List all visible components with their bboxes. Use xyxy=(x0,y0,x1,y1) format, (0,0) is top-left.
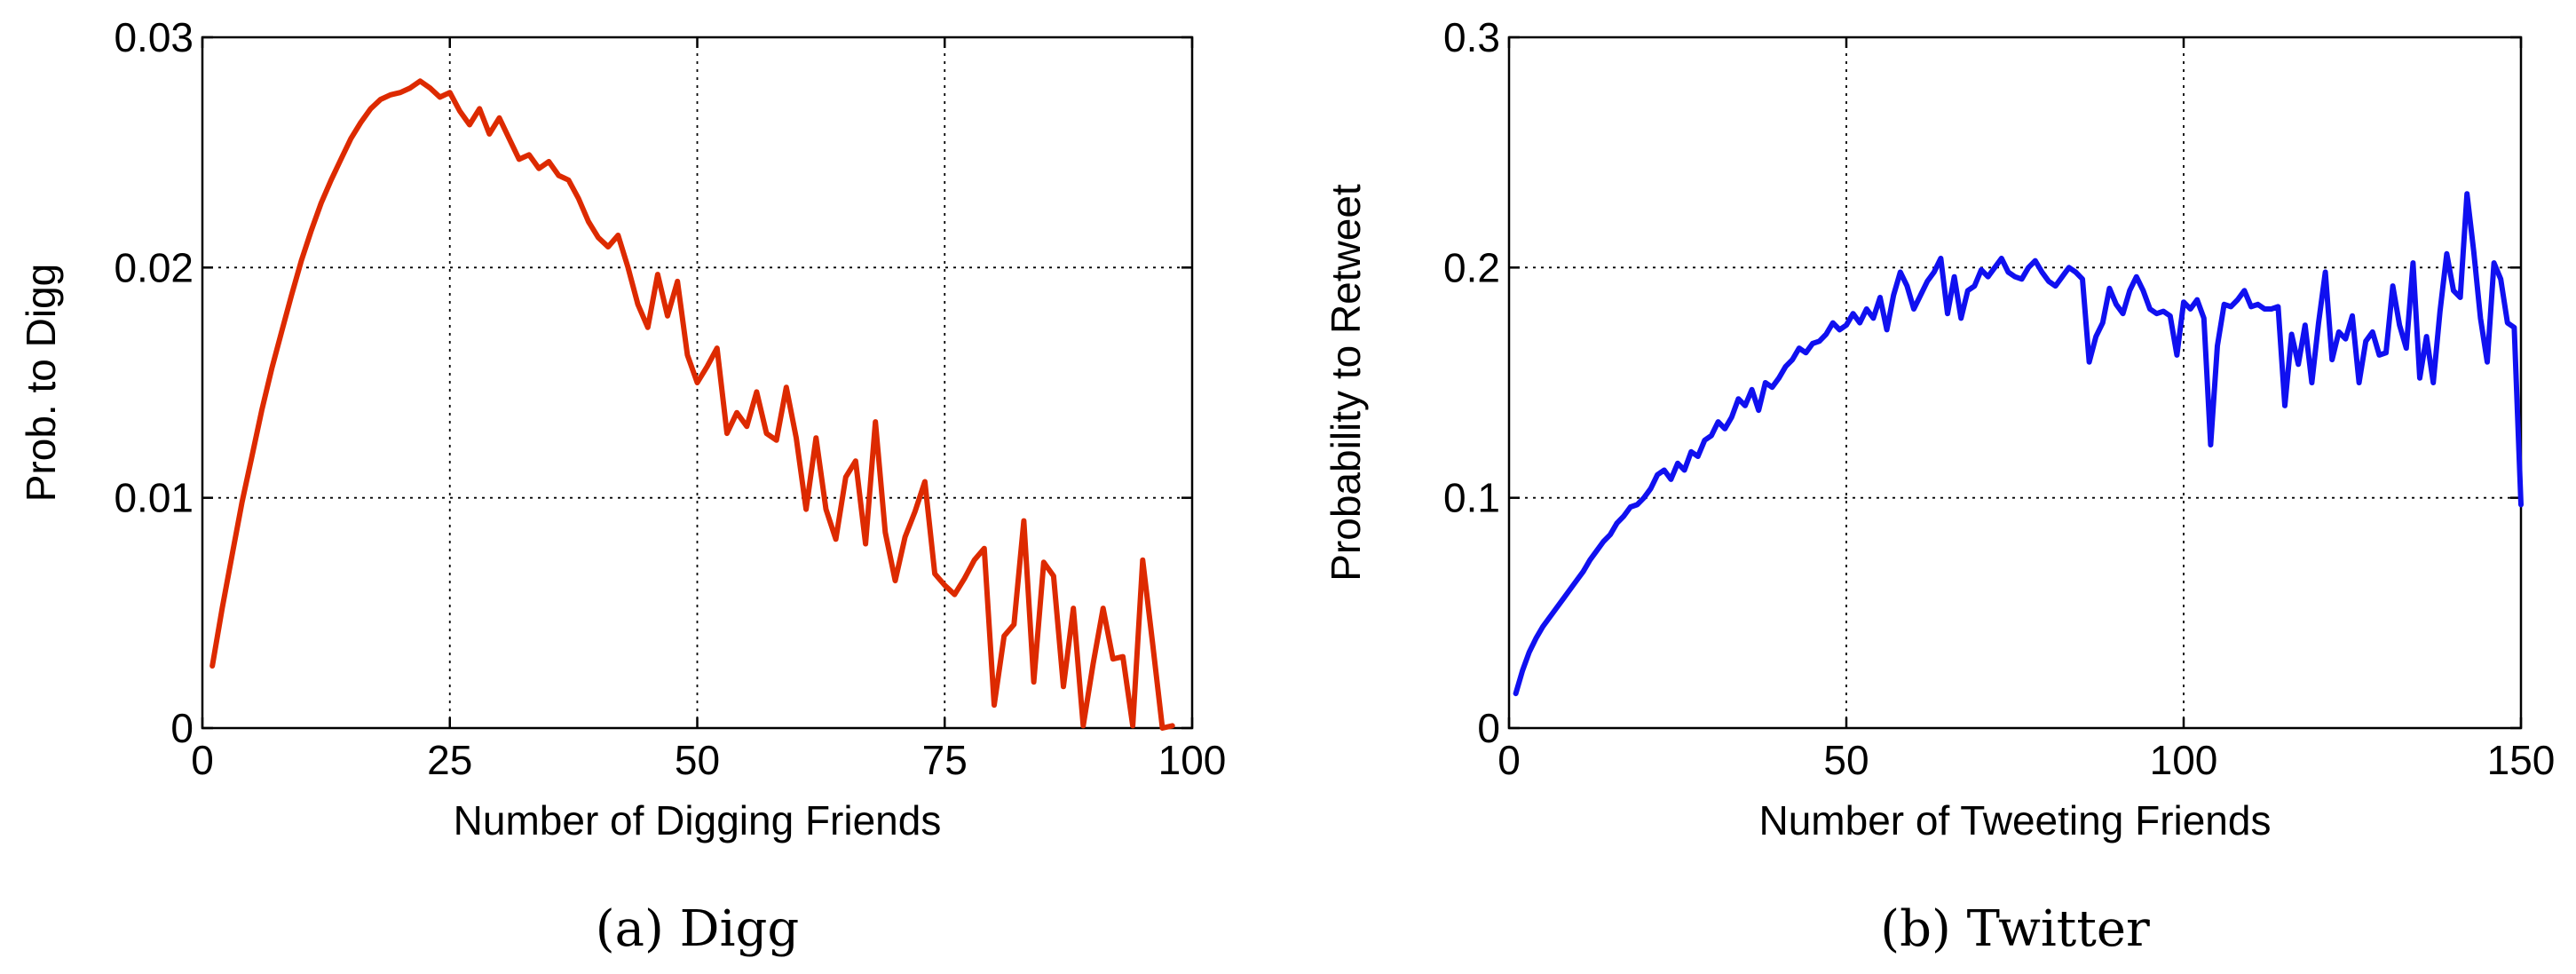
series-line-twitter xyxy=(1513,191,2524,697)
y-tick-label: 0.01 xyxy=(114,475,194,521)
x-tick-label: 50 xyxy=(1823,737,1869,783)
y-tick-label: 0.1 xyxy=(1443,475,1500,521)
x-tick-label: 25 xyxy=(427,737,472,783)
axis-ticks xyxy=(1507,36,2523,730)
y-tick-label: 0.03 xyxy=(114,14,194,60)
y-tick-label: 0 xyxy=(170,705,194,751)
x-axis-label: Number of Tweeting Friends xyxy=(1759,797,2272,843)
series-line-digg xyxy=(209,78,1175,731)
y-tick-label: 0.02 xyxy=(114,244,194,290)
tick-labels: 0 50 100 150 0 0.1 0.2 0.3 xyxy=(1443,14,2555,783)
x-tick-label: 50 xyxy=(675,737,720,783)
y-axis-label: Probability to Retweet xyxy=(1323,184,1369,582)
x-tick-label: 0 xyxy=(191,737,214,783)
axis-ticks xyxy=(201,36,1194,730)
grid-lines xyxy=(1509,37,2521,728)
chart-panel-digg: 0 25 50 75 100 0 0.01 0.02 0.03 Number of Diggin… xyxy=(18,14,1226,958)
plot-frame xyxy=(1507,36,2523,730)
y-tick-label: 0.2 xyxy=(1443,244,1500,290)
caption-twitter: (b) Twitter xyxy=(1880,900,2150,958)
x-tick-label: 75 xyxy=(922,737,968,783)
caption-digg: (a) Digg xyxy=(596,900,799,958)
tick-labels: 0 25 50 75 100 0 0.01 0.02 0.03 xyxy=(114,14,1226,783)
y-tick-label: 0 xyxy=(1477,705,1500,751)
y-axis-label: Prob. to Digg xyxy=(18,264,64,502)
x-tick-label: 100 xyxy=(2150,737,2218,783)
x-axis-label: Number of Digging Friends xyxy=(454,797,942,843)
x-tick-label: 100 xyxy=(1158,737,1227,783)
x-tick-label: 150 xyxy=(2487,737,2556,783)
chart-panel-twitter: 0 50 100 150 0 0.1 0.2 0.3 Number of Tweeting F… xyxy=(1323,14,2555,958)
y-tick-label: 0.3 xyxy=(1443,14,1500,60)
x-tick-label: 0 xyxy=(1497,737,1521,783)
